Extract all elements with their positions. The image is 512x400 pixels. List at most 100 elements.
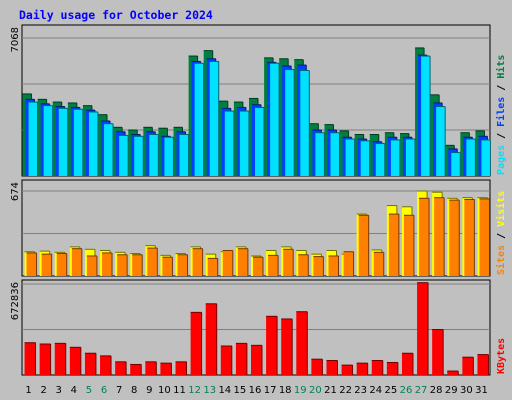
x-tick-label: 3	[56, 385, 62, 396]
chart-panel-1: 7068 Pages / Files / Hits	[10, 24, 507, 177]
x-tick-label: 26	[400, 385, 413, 396]
chart-panel-2: 674 Sites / Visits	[10, 179, 507, 277]
x-tick-label: 6	[101, 385, 107, 396]
bar-sites-13	[207, 258, 218, 276]
bar-sites-7	[117, 254, 128, 276]
x-tick-label: 12	[188, 385, 201, 396]
bar-kbytes-2	[39, 344, 51, 375]
bar-kbytes-3	[54, 343, 66, 375]
chart-panel-3: 672836 KBytes	[10, 279, 507, 376]
bar-pages-12	[194, 63, 204, 177]
bar-pages-8	[134, 136, 144, 176]
bar-pages-30	[466, 139, 476, 176]
legend-pages: Pages	[496, 145, 507, 175]
bar-pages-7	[119, 135, 129, 176]
x-tick-label: 10	[158, 385, 171, 396]
bar-kbytes-22	[341, 365, 353, 375]
bar-kbytes-24	[371, 360, 383, 375]
legend-visits: Visits	[495, 191, 507, 227]
bar-sites-23	[358, 215, 369, 276]
x-tick-label: 11	[173, 385, 186, 396]
bar-sites-21	[328, 255, 339, 276]
bar-pages-6	[104, 123, 114, 176]
bar-sites-17	[268, 255, 279, 276]
bar-pages-4	[73, 109, 83, 176]
x-tick-label: 18	[279, 385, 292, 396]
bar-pages-9	[149, 134, 159, 176]
bar-pages-29	[451, 152, 461, 176]
x-tick-label: 13	[203, 385, 216, 396]
legend-kbytes: KBytes	[496, 338, 507, 374]
x-tick-label: 28	[430, 385, 443, 396]
bar-sites-3	[56, 253, 67, 276]
bar-sites-2	[41, 254, 52, 276]
bar-pages-2	[43, 105, 53, 176]
bar-kbytes-14	[220, 345, 232, 375]
bar-kbytes-9	[145, 361, 157, 375]
bar-sites-4	[71, 248, 82, 276]
x-tick-label: 2	[40, 385, 46, 396]
bar-kbytes-15	[235, 343, 247, 375]
bar-kbytes-30	[462, 357, 474, 375]
legend-hits: Hits	[495, 55, 507, 79]
bar-sites-22	[343, 251, 354, 276]
bar-sites-9	[147, 248, 158, 276]
legend-separator: /	[496, 79, 507, 97]
bar-sites-5	[86, 255, 97, 276]
x-tick-label: 5	[86, 385, 92, 396]
y-max-label: 674	[10, 182, 21, 201]
x-tick-label: 29	[445, 385, 458, 396]
bar-sites-8	[132, 254, 143, 276]
x-tick-label: 19	[294, 385, 307, 396]
x-tick-label: 4	[71, 385, 77, 396]
bar-pages-24	[375, 143, 385, 176]
x-tick-label: 16	[249, 385, 262, 396]
bar-pages-13	[209, 61, 219, 176]
bar-sites-27	[419, 198, 430, 276]
bar-sites-1	[26, 252, 37, 276]
bar-pages-15	[239, 111, 249, 176]
chart-title: Daily usage for October 2024	[19, 8, 213, 22]
bar-kbytes-26	[401, 353, 413, 375]
bar-sites-6	[102, 252, 113, 276]
bar-kbytes-8	[130, 364, 142, 375]
y-max-label: 7068	[10, 27, 21, 52]
legend-files: Files	[495, 97, 507, 127]
bar-sites-20	[313, 256, 324, 276]
y-max-label: 672836	[10, 282, 21, 320]
bar-pages-14	[224, 111, 234, 176]
x-tick-label: 27	[415, 385, 428, 396]
bar-kbytes-12	[190, 312, 202, 375]
bar-pages-26	[405, 139, 415, 176]
bar-kbytes-21	[326, 360, 338, 375]
bar-kbytes-25	[386, 362, 398, 375]
bar-kbytes-7	[115, 361, 127, 375]
bar-sites-29	[449, 200, 460, 276]
x-tick-label: 21	[324, 385, 337, 396]
bar-kbytes-18	[281, 318, 293, 375]
bar-kbytes-27	[417, 282, 429, 375]
series-legend: Pages / Files / Hits	[495, 55, 507, 175]
bar-pages-25	[390, 139, 400, 176]
bar-sites-28	[434, 197, 445, 276]
x-tick-label: 24	[369, 385, 382, 396]
x-tick-label: 9	[146, 385, 152, 396]
bar-sites-14	[222, 250, 233, 276]
bar-sites-11	[177, 254, 188, 276]
bar-kbytes-23	[356, 363, 368, 375]
x-tick-label: 31	[475, 385, 488, 396]
bar-kbytes-10	[160, 363, 172, 375]
x-tick-label: 25	[385, 385, 398, 396]
bar-pages-20	[315, 132, 325, 176]
bar-kbytes-11	[175, 361, 187, 375]
bar-pages-18	[285, 69, 295, 176]
bar-pages-21	[330, 132, 340, 176]
bar-sites-31	[479, 198, 490, 276]
bar-pages-22	[345, 139, 355, 176]
bar-sites-19	[298, 254, 309, 276]
bar-pages-23	[360, 140, 370, 176]
bar-sites-16	[253, 257, 263, 276]
x-tick-label: 1	[25, 385, 31, 396]
bar-pages-31	[481, 139, 491, 176]
bar-sites-12	[192, 248, 203, 276]
